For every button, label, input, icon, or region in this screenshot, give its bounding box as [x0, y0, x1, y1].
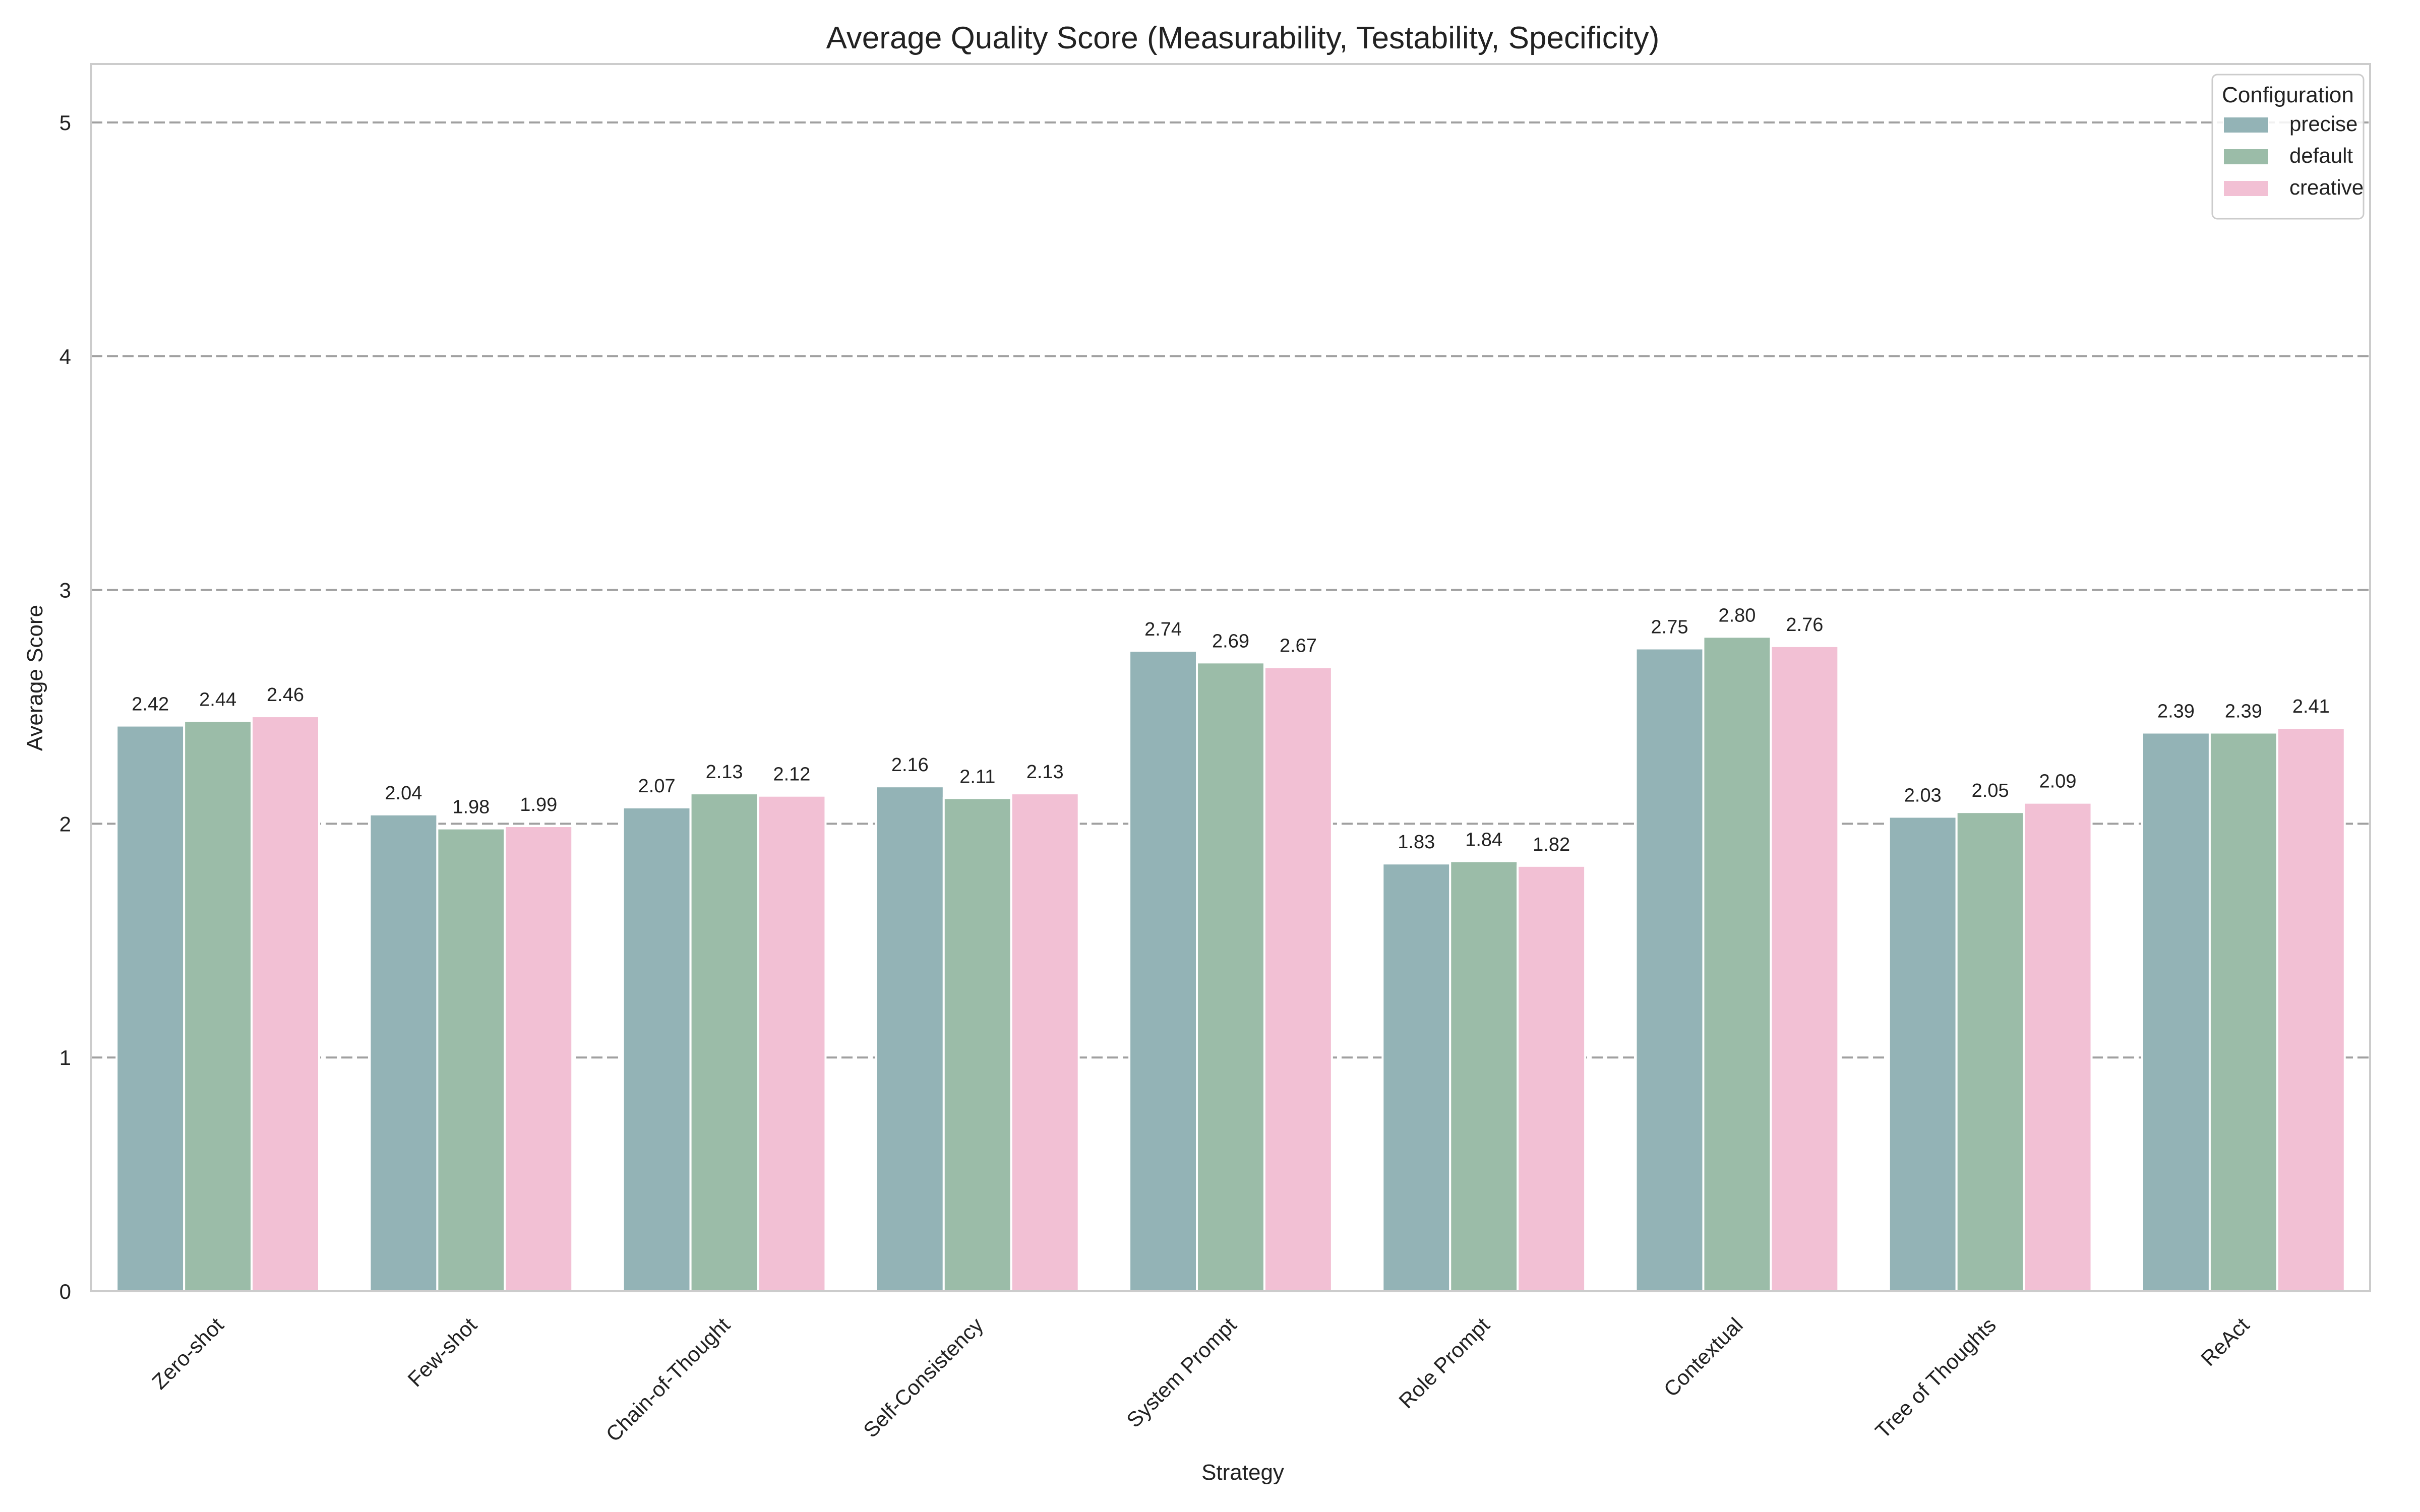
- bar-precise: [115, 724, 186, 1292]
- y-tick-label: 2: [59, 812, 71, 836]
- y-tick-label: 3: [59, 579, 71, 602]
- bar-precise: [1128, 650, 1198, 1292]
- value-label: 2.03: [1904, 785, 1942, 806]
- bar-creative: [504, 825, 574, 1292]
- value-label: 1.99: [520, 794, 557, 815]
- legend-label-precise: precise: [2289, 112, 2357, 136]
- legend-title: Configuration: [2222, 83, 2354, 107]
- bar-default: [1955, 811, 2025, 1292]
- value-labels: 2.42 2.44 2.46 2.04 1.98 1.99 2.07 2.13 2.12 2.16…: [132, 605, 2330, 855]
- bar-creative: [2276, 727, 2346, 1292]
- value-label: 2.39: [2225, 701, 2262, 722]
- value-label: 2.80: [1718, 605, 1756, 626]
- value-label: 1.98: [452, 797, 490, 818]
- value-label: 2.11: [959, 766, 995, 787]
- y-tick-label: 5: [59, 111, 71, 135]
- legend-entries: precise default creative: [2223, 112, 2364, 199]
- y-tick-label: 4: [59, 345, 71, 368]
- plot-frame: [90, 63, 2371, 1292]
- value-label: 2.67: [1280, 636, 1317, 657]
- value-label: 2.04: [385, 783, 422, 804]
- bar-precise: [2141, 731, 2211, 1292]
- value-label: 2.12: [773, 764, 810, 785]
- value-label: 2.05: [1972, 780, 2009, 801]
- bar-creative: [2023, 801, 2093, 1292]
- bar-creative: [1263, 666, 1333, 1292]
- value-label: 2.44: [199, 689, 236, 710]
- bar-default: [436, 827, 506, 1292]
- y-axis-ticks: 0 1 2 3 4 5: [59, 111, 71, 1303]
- bar-precise: [875, 785, 945, 1292]
- value-label: 2.39: [2157, 701, 2195, 722]
- y-tick-label: 1: [59, 1046, 71, 1069]
- value-label: 2.76: [1786, 614, 1823, 636]
- bar-default: [183, 720, 253, 1292]
- legend-label-creative: creative: [2289, 175, 2364, 199]
- bar-precise: [622, 806, 692, 1292]
- legend-swatch-precise: [2223, 116, 2269, 134]
- bar-precise: [1888, 815, 1958, 1292]
- legend-swatch-default: [2223, 148, 2269, 165]
- value-label: 1.84: [1465, 830, 1502, 851]
- value-label: 2.42: [132, 694, 169, 715]
- legend-swatch-creative: [2223, 180, 2269, 197]
- bar-creative: [1770, 645, 1840, 1292]
- bar-precise: [1635, 647, 1705, 1292]
- bar-default: [1449, 860, 1519, 1292]
- value-label: 2.75: [1651, 617, 1688, 638]
- value-label: 1.82: [1533, 834, 1570, 855]
- bar-default: [1702, 636, 1772, 1292]
- value-label: 2.74: [1144, 619, 1182, 640]
- y-tick-label: 0: [59, 1280, 71, 1303]
- bar-creative: [757, 794, 827, 1292]
- value-label: 2.09: [2039, 771, 2077, 792]
- bar-creative: [1517, 864, 1587, 1293]
- legend: Configuration precise default creative: [2211, 74, 2365, 220]
- y-axis-label: Average Score: [23, 605, 47, 751]
- bar-default: [2208, 731, 2278, 1292]
- bar-default: [1196, 661, 1265, 1292]
- bar-default: [689, 792, 759, 1292]
- bar-default: [942, 797, 1012, 1293]
- value-label: 2.41: [2292, 696, 2330, 717]
- chart-title: Average Quality Score (Measurability, Te…: [826, 21, 1660, 55]
- value-label: 2.07: [638, 776, 676, 797]
- bar-creative: [251, 715, 320, 1292]
- value-label: 2.46: [267, 684, 304, 706]
- legend-label-default: default: [2289, 144, 2353, 167]
- bar-precise: [369, 813, 439, 1293]
- x-axis-label: Strategy: [1201, 1460, 1284, 1485]
- bar-precise: [1381, 862, 1451, 1292]
- value-label: 2.16: [891, 754, 929, 776]
- value-label: 2.69: [1212, 631, 1249, 652]
- bars: [115, 636, 2346, 1293]
- value-label: 1.83: [1398, 832, 1435, 853]
- value-label: 2.13: [706, 762, 743, 783]
- value-label: 2.13: [1026, 762, 1064, 783]
- bar-creative: [1010, 792, 1080, 1292]
